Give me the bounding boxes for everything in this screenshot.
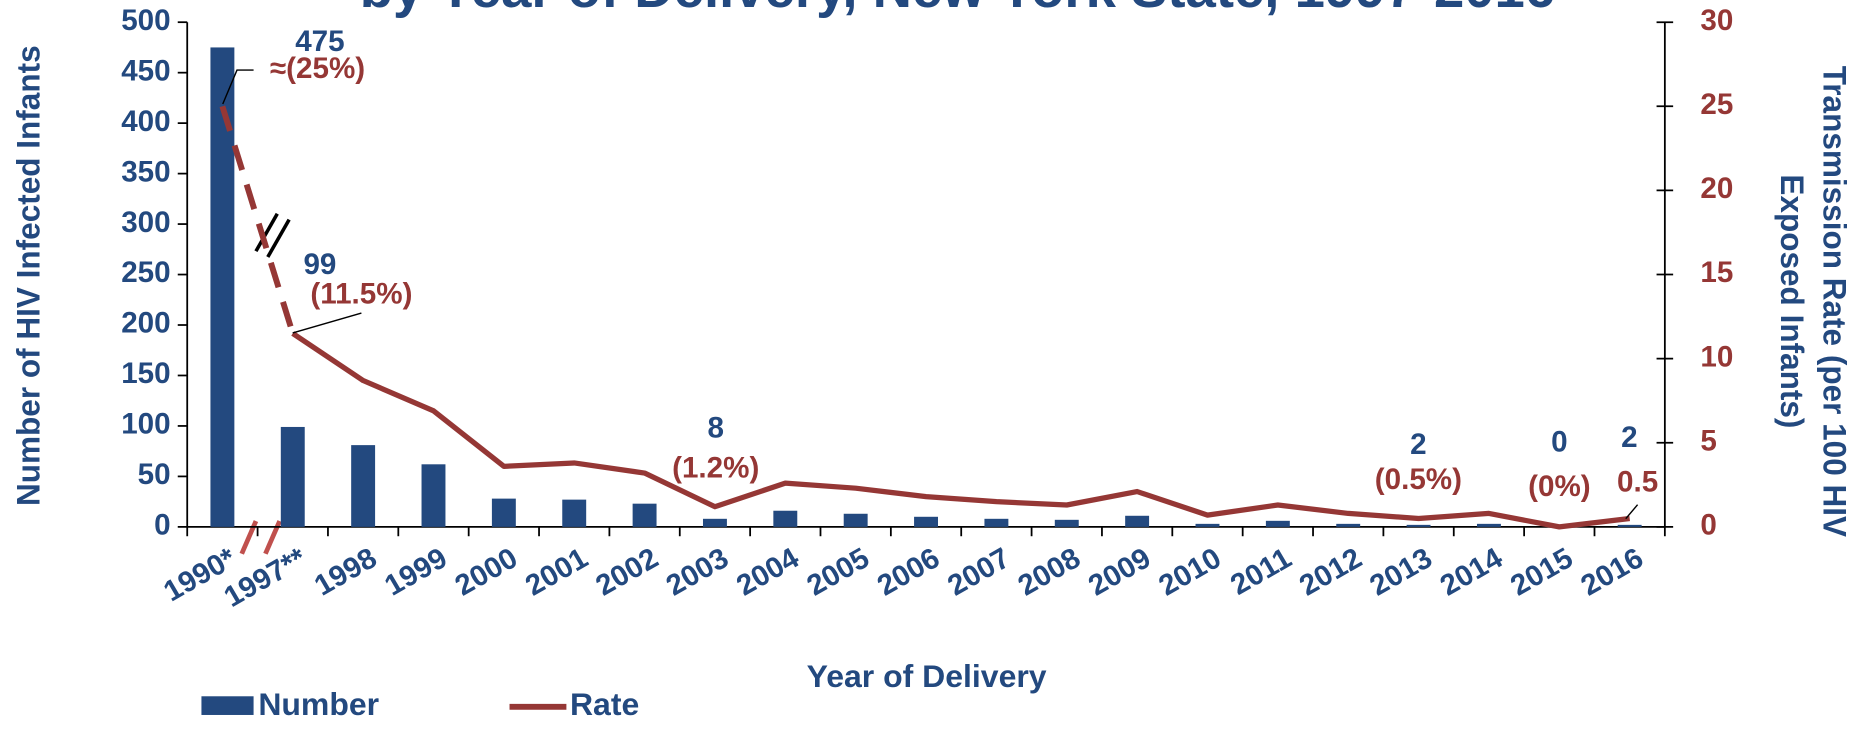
x-tick-label: 2014 [1435, 541, 1509, 602]
axis-break [263, 520, 282, 555]
bar [914, 516, 938, 527]
bar [491, 498, 516, 527]
line-break [254, 212, 279, 253]
bar [1195, 523, 1220, 527]
y2-axis-title: Exposed Infants) [1774, 174, 1810, 428]
y2-tick-label: 5 [1700, 425, 1716, 458]
x-tick-label: 2003 [661, 542, 735, 603]
y2-tick-label: 30 [1700, 4, 1733, 37]
x-tick-label: 2005 [801, 542, 875, 603]
x-tick-label: 2016 [1575, 542, 1649, 603]
x-tick-label: 2000 [449, 542, 523, 603]
bar [1406, 524, 1431, 527]
bar [1617, 524, 1642, 527]
y2-axis-title: Transmission Rate (per 100 HIV [1816, 66, 1852, 537]
y-tick-label: 350 [121, 155, 170, 188]
x-tick-label: 2002 [590, 542, 664, 603]
y-tick-label: 100 [121, 408, 170, 441]
y2-tick-label: 10 [1700, 341, 1733, 374]
rate-value-label: (0%) [1528, 470, 1591, 503]
y-axis-title: Number of HIV Infected Infants [10, 45, 46, 506]
bar [421, 464, 446, 527]
legend-label: Number [258, 686, 379, 722]
bar [984, 518, 1009, 527]
x-tick-label: 2006 [872, 542, 946, 603]
y-tick-label: 500 [121, 4, 170, 37]
rate-value-label: (0.5%) [1375, 463, 1462, 496]
bar [210, 47, 235, 527]
bar-value-label: 0 [1551, 426, 1567, 459]
y-tick-label: 0 [154, 509, 170, 542]
leader-line [1625, 504, 1639, 520]
bar [843, 513, 868, 527]
rate-value-label: ≈(25%) [270, 52, 365, 85]
x-tick-label: 2015 [1505, 542, 1579, 603]
bar-value-label: 2 [1410, 428, 1426, 461]
bar [1476, 523, 1501, 527]
bar-value-label: 99 [303, 248, 336, 281]
bar [280, 426, 305, 527]
line-break [266, 218, 291, 258]
legend-label: Rate [570, 686, 639, 722]
bar [1125, 515, 1150, 527]
rate-line [291, 331, 1630, 530]
legend-swatch [201, 696, 254, 715]
y2-tick-label: 15 [1700, 256, 1733, 289]
x-axis-title: Year of Delivery [807, 658, 1047, 694]
x-tick-label: 2011 [1225, 542, 1297, 602]
x-tick-label: 1998 [309, 542, 383, 603]
y-tick-label: 300 [121, 206, 170, 239]
bar [773, 510, 798, 527]
x-tick-label: 2012 [1294, 542, 1368, 603]
chart-title: by Year of Delivery, New York State, 199… [360, 0, 1555, 19]
rate-value-label: 0.5 [1617, 466, 1658, 499]
bar-value-label: 475 [295, 25, 344, 58]
bar [1054, 519, 1079, 527]
x-tick-label: 1999 [379, 542, 453, 603]
x-tick-label: 2010 [1153, 542, 1227, 603]
x-tick-label: 2008 [1012, 542, 1086, 603]
y2-tick-label: 0 [1700, 509, 1716, 542]
y-tick-label: 400 [121, 105, 170, 138]
bar-value-label: 8 [707, 412, 723, 445]
bar-value-label: 2 [1621, 421, 1637, 454]
leader-line [222, 69, 254, 105]
x-tick-label: 2007 [942, 542, 1016, 603]
bar [632, 503, 657, 527]
rate-value-label: (1.2%) [672, 452, 759, 485]
x-tick-label: 2009 [1083, 542, 1157, 603]
bar [1265, 520, 1290, 527]
bar [351, 445, 376, 527]
leader-line [292, 312, 362, 334]
bar [702, 518, 727, 527]
rate-value-label: (11.5%) [310, 277, 412, 310]
bar [1336, 523, 1361, 527]
y-tick-label: 450 [121, 55, 170, 88]
y-tick-label: 150 [121, 357, 170, 390]
x-tick-label: 2013 [1364, 542, 1438, 603]
x-tick-label: 2001 [520, 542, 594, 603]
x-tick-label: 2004 [731, 541, 805, 602]
y-tick-label: 50 [138, 458, 171, 491]
bar [562, 499, 587, 527]
y-tick-label: 200 [121, 307, 170, 340]
y-tick-label: 250 [121, 256, 170, 289]
axis-break [239, 520, 259, 555]
y2-tick-label: 25 [1700, 88, 1733, 121]
y2-tick-label: 20 [1700, 172, 1733, 205]
